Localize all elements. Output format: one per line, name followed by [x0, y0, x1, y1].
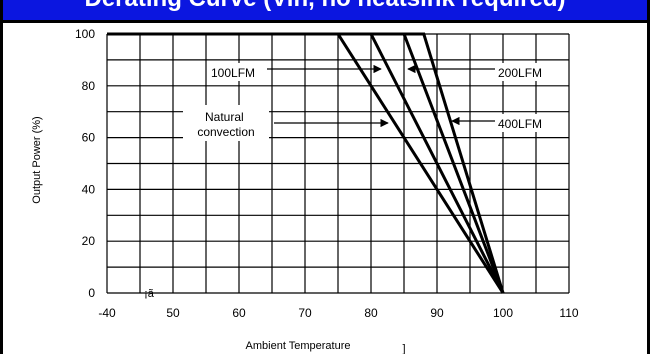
x-tick-label: 110 — [559, 306, 578, 320]
callouts: 100LFM 200LFM 400LFM Natural convection — [183, 63, 554, 141]
callout-400lfm-label: 400LFM — [498, 117, 542, 131]
callout-100lfm-label: 100LFM — [211, 66, 255, 80]
y-tick-label: 60 — [82, 131, 96, 145]
y-tick-label: 100 — [75, 27, 95, 41]
tick-labels: -40 50 60 70 80 90 100 110 0 20 40 60 80 100 — [75, 27, 579, 320]
title-banner: Derating Curve (Vin, no heatsink require… — [3, 0, 647, 23]
callout-100lfm-bg — [208, 63, 268, 81]
callout-200lfm-label: 200LFM — [498, 66, 542, 80]
x-tick-label: 70 — [298, 306, 312, 320]
y-tick-label: 40 — [82, 182, 96, 196]
y-tick-label: 20 — [82, 234, 96, 248]
x-axis-title: Ambient Temperature — [246, 340, 351, 352]
chart-title: Derating Curve (Vin, no heatsink require… — [3, 0, 647, 13]
x-axis-unit-glyph: ] — [402, 343, 405, 354]
y-axis-title: Output Power (%) — [31, 116, 43, 203]
callout-200lfm-bg — [496, 63, 554, 81]
x-tick-label: -40 — [98, 306, 116, 320]
x-tick-label: 50 — [166, 306, 180, 320]
callout-400lfm-bg — [496, 114, 554, 132]
x-tick-label: 60 — [232, 306, 246, 320]
stray-degree-glyph: ¡ã — [144, 288, 155, 300]
callout-natural-label: Natural convection — [197, 110, 254, 139]
y-tick-label: 0 — [88, 286, 95, 300]
x-tick-label: 90 — [430, 306, 444, 320]
x-tick-label: 100 — [493, 306, 513, 320]
series-400lfm — [107, 32, 505, 294]
x-tick-label: 80 — [364, 306, 378, 320]
derating-chart: -40 50 60 70 80 90 100 110 0 20 40 60 80 100 100LFM 2… — [31, 27, 579, 354]
series-lines — [107, 32, 505, 294]
callout-natural-bg — [183, 105, 269, 141]
y-tick-label: 80 — [82, 79, 96, 93]
